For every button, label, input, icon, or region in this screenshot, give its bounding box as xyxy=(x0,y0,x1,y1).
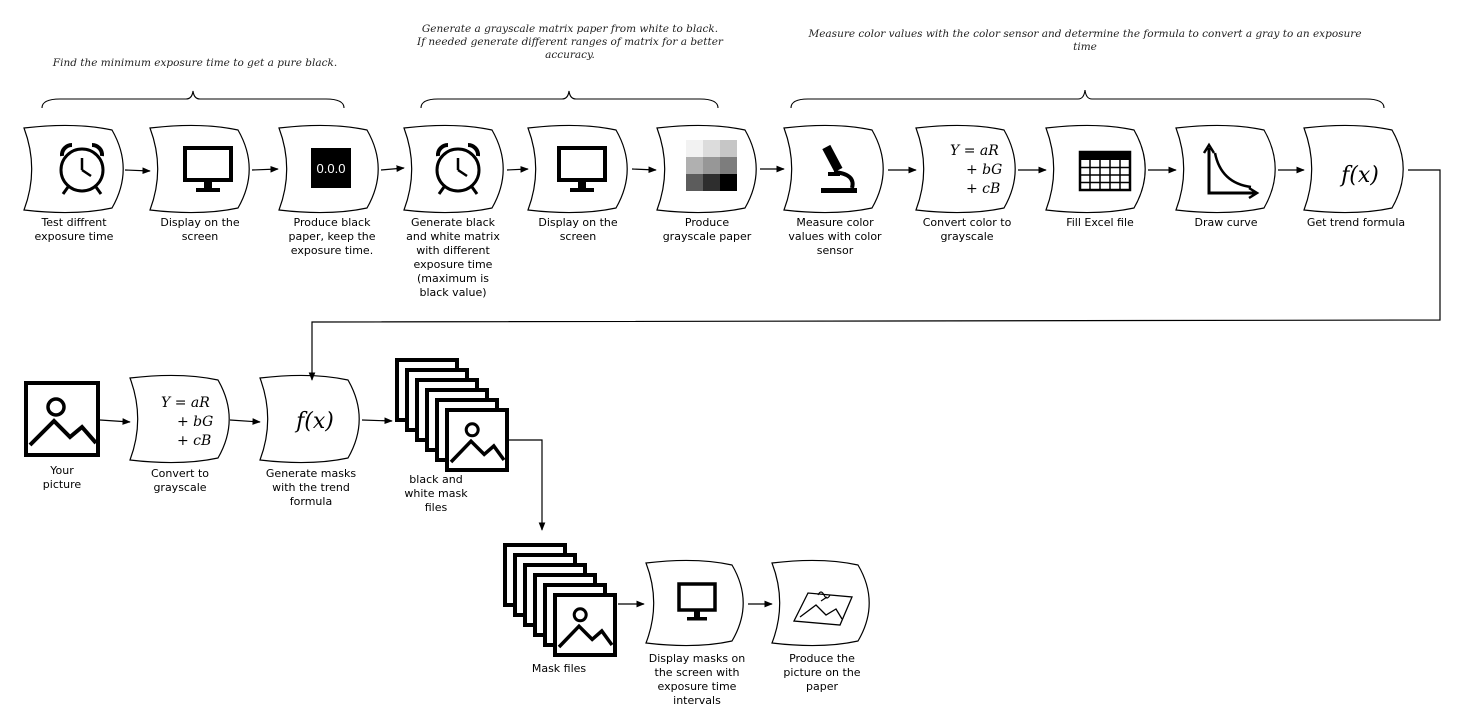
step-label-produce-black-paper: Produce black paper, keep the exposure t… xyxy=(288,216,376,257)
grayscale-matrix-icon xyxy=(686,140,737,191)
black-value-text: 0.0.0 xyxy=(317,161,346,176)
step-shape-produce-picture xyxy=(771,559,870,647)
equation-line-2: + bG xyxy=(966,162,1002,178)
connector-arrow xyxy=(124,167,151,175)
connector-arrow xyxy=(229,418,261,425)
step-shape-convert-grayscale xyxy=(915,124,1016,214)
step-shape-display-screen-2 xyxy=(527,124,628,214)
image-icon xyxy=(553,593,617,657)
formula-icon: f(x) xyxy=(1339,163,1379,188)
connector-arrow xyxy=(380,165,405,173)
step-label-generate-matrix: Generate black and white matrix with dif… xyxy=(406,216,500,299)
formula-icon: f(x) xyxy=(294,409,334,434)
connector-arrow xyxy=(308,169,1441,381)
step-label-display-screen-2: Display on the screen xyxy=(538,216,618,243)
image-icon xyxy=(24,381,100,457)
monitor-icon xyxy=(183,146,233,192)
step-shape-trend-formula xyxy=(1303,124,1404,214)
equation-line-3: + cB xyxy=(177,433,211,449)
step-label-convert-to-grayscale: Convert to grayscale xyxy=(150,467,210,494)
connector-arrow xyxy=(251,165,279,173)
step-label-produce-picture: Produce the picture on the paper xyxy=(783,652,861,693)
step-label-bw-mask-files: black and white mask files xyxy=(404,473,468,514)
step-shape-display-screen xyxy=(149,124,250,214)
step-shape-convert-to-grayscale xyxy=(129,374,230,464)
stage-1-annotation: Find the minimum exposure time to get a … xyxy=(52,57,338,69)
equation-icon: Y = aR + bG + cB xyxy=(950,143,1002,197)
step-label-display-masks: Display masks on the screen with exposur… xyxy=(648,652,746,707)
monitor-icon xyxy=(557,146,607,192)
step-label-fill-excel: Fill Excel file xyxy=(1066,216,1134,229)
equation-line-3: + cB xyxy=(966,181,1000,197)
step-shape-test-exposure xyxy=(23,124,124,214)
brace-stage-1 xyxy=(41,90,345,109)
stage-3-annotation: Measure color values with the color sens… xyxy=(808,28,1362,53)
step-shape-draw-curve xyxy=(1175,124,1276,214)
equation-line-1: Y = aR xyxy=(950,143,999,159)
image-icon xyxy=(445,408,509,472)
step-label-measure-color: Measure color values with color sensor xyxy=(788,216,882,257)
brace-stage-3 xyxy=(790,89,1385,109)
equation-icon: Y = aR + bG + cB xyxy=(161,395,213,449)
step-label-test-exposure: Test diffrent exposure time xyxy=(34,216,114,243)
brace-stage-2 xyxy=(420,90,719,109)
connector-arrow xyxy=(361,417,393,425)
microscope-icon xyxy=(821,144,857,193)
step-label-produce-grayscale: Produce grayscale paper xyxy=(662,216,752,243)
step-label-draw-curve: Draw curve xyxy=(1194,216,1258,229)
monitor-icon xyxy=(677,582,717,621)
equation-line-2: + bG xyxy=(177,414,213,430)
connector-arrow xyxy=(99,418,131,425)
photo-paper-icon xyxy=(792,591,853,626)
spreadsheet-icon xyxy=(1078,150,1132,192)
equation-line-1: Y = aR xyxy=(161,395,210,411)
step-shape-generate-matrix xyxy=(403,124,504,214)
step-label-generate-masks: Generate masks with the trend formula xyxy=(265,467,357,508)
step-shape-generate-masks xyxy=(259,374,360,464)
step-label-convert-grayscale: Convert color to grayscale xyxy=(922,216,1012,243)
curve-chart-icon xyxy=(1202,142,1260,200)
mask-files-stack-icon xyxy=(395,358,509,472)
alarm-clock-icon xyxy=(59,142,105,195)
alarm-clock-icon xyxy=(435,142,481,195)
mask-files-stack-icon xyxy=(503,543,617,657)
connector-arrow xyxy=(631,166,657,174)
step-label-mask-files: Mask files xyxy=(531,662,587,675)
stage-2-annotation: Generate a grayscale matrix paper from w… xyxy=(417,23,723,61)
black-paper-icon: 0.0.0 xyxy=(311,148,351,188)
step-label-your-picture: Your picture xyxy=(42,464,82,491)
step-label-display-screen: Display on the screen xyxy=(160,216,240,243)
connector-arrow xyxy=(506,439,546,531)
step-label-trend-formula: Get trend formula xyxy=(1306,216,1406,229)
step-shape-display-masks xyxy=(645,559,744,647)
connector-arrow xyxy=(506,166,529,173)
